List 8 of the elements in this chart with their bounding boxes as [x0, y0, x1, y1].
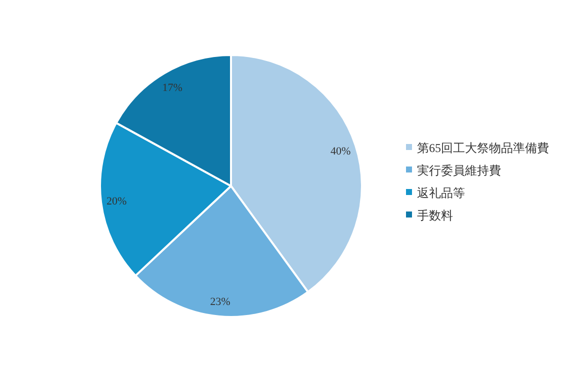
legend-label: 手数料 [417, 208, 453, 222]
legend-label: 実行委員維持費 [417, 164, 501, 178]
data-label: 40% [330, 145, 351, 158]
data-label: 17% [162, 82, 182, 94]
legend-label: 第65回工大祭物品準備費 [417, 141, 549, 155]
data-label: 23% [210, 296, 230, 308]
data-label: 20% [106, 195, 127, 208]
legend-label: 返礼品等 [417, 186, 465, 200]
